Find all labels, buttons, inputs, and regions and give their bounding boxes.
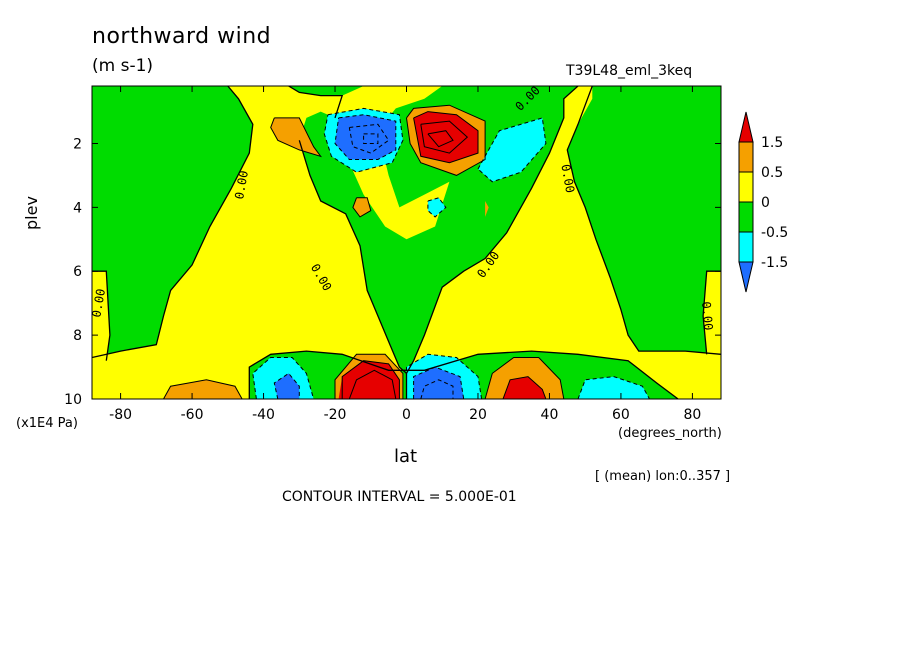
axes: -80 -60 -40 -20 0 20 40 60 80 2 4 6 8 10: [64, 86, 721, 423]
contour-fill: [92, 86, 721, 399]
positive-contour-line: [341, 360, 400, 399]
y-tick-label: 8: [73, 328, 82, 344]
y-tick-label: 4: [73, 200, 82, 216]
contour-label: 0.00: [699, 301, 715, 331]
zero-contour-line: [288, 86, 344, 119]
blue-region: [335, 114, 396, 160]
x-tick-label: 20: [469, 407, 487, 423]
colorbar-swatch: [738, 111, 754, 143]
negative-contour-line: [363, 133, 379, 144]
negative-contour-line: [334, 114, 397, 160]
cyan-region: [478, 117, 546, 182]
x-tick-label: -60: [181, 407, 204, 423]
negative-contour-line: [406, 353, 483, 399]
negative-contour-line: [477, 117, 547, 183]
x-tick-label: -80: [109, 407, 132, 423]
blue-region: [274, 373, 300, 399]
positive-contour-line: [352, 197, 372, 218]
positive-contour-line: [348, 369, 397, 399]
colorbar-label: 1.5: [761, 135, 783, 151]
y-tick-label: 10: [64, 392, 82, 408]
y-axis-units: (x1E4 Pa): [16, 416, 78, 431]
orange-region: [485, 201, 489, 217]
positive-contour-line: [413, 111, 479, 164]
x-tick-label: 60: [612, 407, 630, 423]
red-region: [338, 360, 400, 399]
colorbar-label: 0: [761, 195, 770, 211]
zero-contour-line: [92, 270, 111, 361]
positive-contour-line: [270, 117, 322, 158]
zero-contour-line: [702, 270, 721, 355]
positive-contour-line: [406, 104, 486, 176]
orange-region: [270, 117, 321, 157]
cyan-region: [578, 376, 650, 399]
colorbar-swatch: [738, 231, 754, 263]
y-tick-label: 2: [73, 136, 82, 152]
x-axis-units: (degrees_north): [618, 426, 722, 441]
contour-label: 0.00: [558, 163, 577, 194]
negative-contour-line: [252, 357, 315, 399]
run-name: T39L48_eml_3keq: [566, 63, 693, 79]
positive-contour-line: [163, 379, 243, 399]
negative-contour-line: [348, 123, 390, 154]
negative-contour-line: [413, 366, 465, 399]
green-region: [567, 86, 721, 355]
contour-label: 0.00: [89, 288, 108, 319]
yellow-region: [703, 271, 721, 355]
contour-label: 0.00: [232, 169, 251, 200]
x-tick-label: 0: [402, 407, 411, 423]
colorbar: 1.5 0.5 0 -0.5 -1.5: [738, 111, 788, 293]
yellow-region: [92, 271, 110, 361]
positive-contour-line: [502, 376, 547, 399]
blue-region: [413, 367, 464, 399]
positive-contour-line: [420, 120, 469, 154]
orange-region: [352, 197, 371, 217]
negative-contour-line: [420, 379, 454, 399]
cyan-region: [427, 197, 446, 217]
colorbar-label: 0.5: [761, 165, 783, 181]
x-tick-label: 40: [541, 407, 559, 423]
zero-contour-line: [248, 350, 679, 399]
orange-region: [163, 379, 243, 399]
green-region: [92, 86, 253, 358]
zero-contour-line: [298, 86, 579, 375]
x-tick-label: -40: [252, 407, 275, 423]
contour-interval: CONTOUR INTERVAL = 5.000E-01: [282, 489, 517, 505]
x-axis-label: lat: [394, 446, 418, 467]
negative-contour-line: [273, 372, 300, 399]
zero-contour-line: [566, 86, 721, 355]
positive-contour-line: [334, 353, 404, 399]
positive-contour-line: [484, 357, 565, 399]
colorbar-swatch: [738, 141, 754, 173]
colorbar-swatch: [738, 171, 754, 203]
colorbar-swatch: [738, 261, 754, 293]
negative-contour-line: [427, 197, 447, 218]
units-label: (m s-1): [92, 56, 154, 76]
y-tick-label: 6: [73, 264, 82, 280]
x-tick-label: -20: [324, 407, 347, 423]
colorbar-swatch: [738, 201, 754, 233]
subset-note: [ (mean) lon:0..357 ]: [595, 469, 731, 484]
negative-contour-line: [323, 107, 404, 173]
positive-contour-line: [427, 130, 454, 148]
x-tick-label: 80: [683, 407, 701, 423]
negative-contour-line: [577, 376, 650, 399]
colorbar-label: -0.5: [761, 225, 788, 241]
colorbar-label: -1.5: [761, 255, 788, 271]
red-region: [413, 111, 478, 163]
zero-contour-line: [92, 86, 254, 359]
contour-lines: [92, 86, 721, 399]
red-region: [503, 376, 546, 399]
chart-title: northward wind: [92, 24, 272, 49]
